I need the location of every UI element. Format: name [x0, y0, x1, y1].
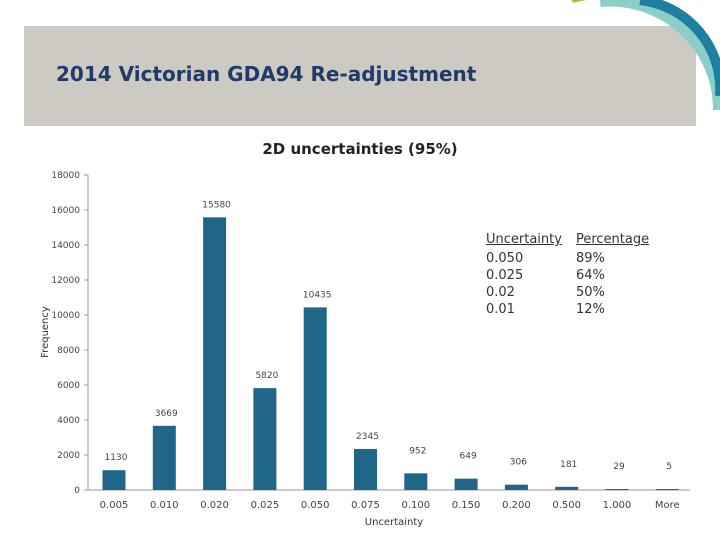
data-label: 649 — [460, 452, 477, 462]
table-cell: 0.01 — [486, 302, 515, 317]
x-tick-label: 0.025 — [251, 500, 280, 511]
x-tick-label: 1.000 — [603, 500, 632, 511]
y-tick-label: 18000 — [51, 171, 80, 181]
y-tick-label: 12000 — [51, 276, 80, 286]
bar — [354, 448, 377, 490]
data-label: 1130 — [105, 453, 128, 463]
table-cell: 64% — [575, 268, 605, 283]
table-row: 0.02 50% — [486, 284, 663, 301]
table-cell: 0.050 — [486, 251, 524, 266]
y-tick-label: 10000 — [51, 311, 80, 321]
table-row: 0.050 89% — [486, 250, 663, 267]
header-band — [24, 26, 696, 126]
bar — [203, 217, 227, 490]
y-tick-label: 2000 — [57, 451, 80, 461]
y-tick-label: 14000 — [51, 241, 80, 251]
x-tick-label: 0.010 — [150, 500, 179, 511]
x-tick-label: 0.150 — [452, 500, 481, 511]
data-label: 952 — [409, 446, 426, 456]
data-label: 5 — [666, 462, 672, 472]
uncertainty-percentage-table: Uncertainty Percentage 0.050 89% 0.025 64%… — [486, 232, 663, 318]
data-label: 181 — [560, 460, 577, 470]
table-cell: 0.02 — [486, 285, 515, 300]
x-tick-label: 0.050 — [301, 500, 330, 511]
x-tick-label: 0.100 — [401, 500, 430, 511]
bar — [152, 425, 176, 490]
table-row: 0.01 12% — [486, 301, 663, 318]
x-tick-label: 0.075 — [351, 500, 380, 511]
bar — [454, 478, 478, 490]
table-row: 0.025 64% — [486, 267, 663, 284]
table-cell: 12% — [575, 302, 605, 317]
data-label: 306 — [510, 458, 527, 468]
bar — [102, 470, 126, 490]
x-tick-label: 0.200 — [502, 500, 531, 511]
bar — [655, 489, 679, 490]
bar — [253, 388, 277, 490]
table-header-uncertainty: Uncertainty — [486, 232, 562, 247]
y-tick-label: 8000 — [57, 346, 80, 356]
page-title: 2014 Victorian GDA94 Re-adjustment — [56, 62, 477, 86]
bar — [605, 489, 629, 490]
arc-dark — [639, 0, 720, 96]
table-cell: 89% — [575, 251, 605, 266]
x-tick-label: 0.005 — [100, 500, 129, 511]
data-label: 5820 — [255, 371, 278, 381]
table-cell: 0.025 — [486, 268, 524, 283]
bar — [555, 486, 579, 490]
x-tick-label: 0.500 — [552, 500, 581, 511]
bar — [303, 307, 327, 490]
bar — [404, 473, 428, 490]
bar — [504, 484, 528, 490]
y-tick-label: 6000 — [57, 381, 80, 391]
x-tick-label: 0.020 — [200, 500, 229, 511]
x-axis-label: Uncertainty — [365, 517, 424, 528]
data-label: 10435 — [303, 290, 332, 300]
x-tick-label: More — [655, 500, 680, 511]
chart-title: 2D uncertainties (95%) — [262, 140, 458, 158]
table-header-percentage: Percentage — [575, 232, 650, 247]
y-tick-label: 16000 — [51, 206, 80, 216]
data-label: 29 — [613, 462, 625, 472]
y-axis-label: Frequency — [40, 306, 51, 358]
data-label: 2345 — [356, 432, 379, 442]
data-label: 15580 — [202, 200, 231, 210]
y-tick-label: 0 — [74, 486, 80, 496]
table-cell: 50% — [575, 285, 605, 300]
data-label: 3669 — [155, 409, 178, 419]
y-tick-label: 4000 — [57, 416, 80, 426]
